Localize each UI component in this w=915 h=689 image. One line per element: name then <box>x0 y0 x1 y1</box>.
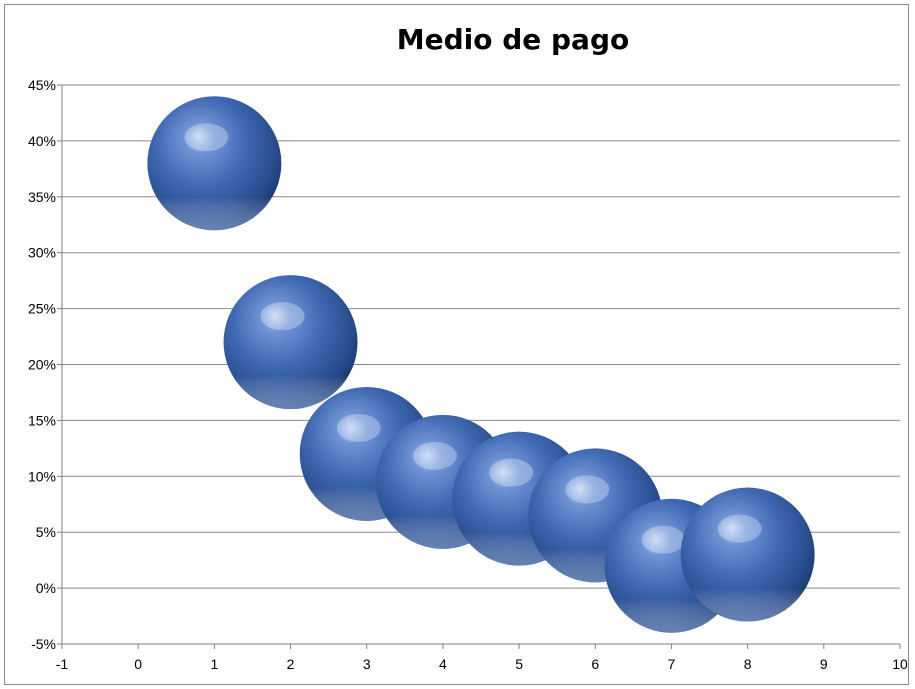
chart-frame: Medio de pago 45% 40% 35% 30% 25% 20% 15% 10% 5%… <box>4 4 909 685</box>
y-tick-label: 30% <box>28 245 56 261</box>
x-tick-label: 1 <box>210 656 218 672</box>
x-axis-ticks: -1 0 1 2 3 4 5 6 7 8 9 10 <box>56 644 908 672</box>
bubble-chart: Medio de pago 45%40%35%30%25%20%15%10%5%… <box>28 23 908 672</box>
x-tick-label: 10 <box>892 656 908 672</box>
y-tick-label: 35% <box>28 189 56 205</box>
bubble-point <box>147 96 282 231</box>
x-tick-label: 3 <box>363 656 371 672</box>
y-tick-label: 40% <box>28 133 56 149</box>
y-tick-label: -5% <box>31 636 56 652</box>
x-tick-label: 8 <box>744 656 752 672</box>
y-tick-label: 20% <box>28 357 56 373</box>
x-tick-label: 4 <box>439 656 447 672</box>
y-tick-label: 25% <box>28 301 56 317</box>
x-tick-label: -1 <box>56 656 69 672</box>
x-tick-label: 6 <box>591 656 599 672</box>
y-tick-label: 15% <box>28 412 56 428</box>
x-tick-label: 9 <box>820 656 828 672</box>
x-tick-label: 5 <box>515 656 523 672</box>
x-tick-label: 7 <box>668 656 676 672</box>
x-tick-label: 2 <box>287 656 295 672</box>
y-tick-label: 10% <box>28 468 56 484</box>
y-tick-label: 5% <box>36 524 56 540</box>
y-axis-ticks: 45% 40% 35% 30% 25% 20% 15% 10% 5% 0% -5% <box>28 77 62 652</box>
y-tick-label: 45% <box>28 77 56 93</box>
y-tick-label: 0% <box>36 580 56 596</box>
bubble-point <box>223 275 358 410</box>
bubble-series <box>147 96 815 633</box>
x-tick-label: 0 <box>134 656 142 672</box>
bubble-point <box>680 487 815 622</box>
chart-title: Medio de pago <box>397 23 629 56</box>
